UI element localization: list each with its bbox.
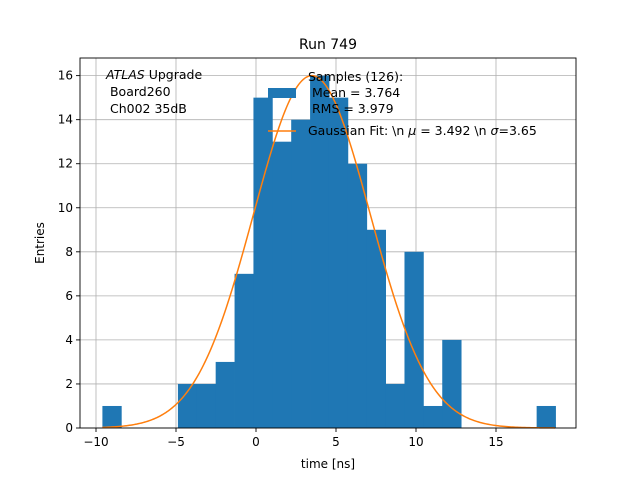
histogram-bar xyxy=(102,405,122,428)
legend-histogram-label-3: RMS = 3.979 xyxy=(308,101,394,116)
y-tick-label: 6 xyxy=(65,289,73,303)
histogram-bar xyxy=(423,405,443,428)
atlas-annotation: ATLAS Upgrade Board260 Ch002 35dB xyxy=(105,67,202,116)
annotation-upgrade: Upgrade xyxy=(145,67,203,82)
histogram-bars xyxy=(102,75,556,429)
x-tick-label: −10 xyxy=(83,435,108,449)
legend-histogram-label-1: Samples (126): xyxy=(308,69,403,84)
histogram-bar xyxy=(291,119,311,429)
histogram-bar xyxy=(177,383,198,428)
plot-frame xyxy=(79,57,577,429)
y-tick-label: 16 xyxy=(58,69,73,83)
x-tick-label: 0 xyxy=(252,435,260,449)
annotation-atlas: ATLAS xyxy=(105,67,145,82)
x-tick-label: −5 xyxy=(167,435,185,449)
legend: Samples (126): Mean = 3.764 RMS = 3.979 … xyxy=(268,69,537,138)
histogram-bar xyxy=(366,229,386,428)
histogram-bar xyxy=(310,75,330,428)
histogram-bar xyxy=(347,163,368,428)
annotation-line-1: ATLAS Upgrade xyxy=(105,67,202,82)
y-axis-label: Entries xyxy=(33,222,47,264)
histogram-bar xyxy=(442,339,462,428)
x-tick-label: 10 xyxy=(408,435,423,449)
gaussian-fit-line xyxy=(102,74,556,429)
histogram-bar xyxy=(385,383,405,428)
chart-title: Run 749 xyxy=(299,37,357,53)
histogram-bar xyxy=(253,97,273,429)
x-tick-label: 5 xyxy=(332,435,340,449)
x-axis-label: time [ns] xyxy=(301,457,355,471)
annotation-line-3: Ch002 35dB xyxy=(106,101,187,116)
histogram-bar xyxy=(272,141,292,428)
x-tick-label: 15 xyxy=(488,435,503,449)
histogram-bar xyxy=(536,405,556,428)
histogram-bar xyxy=(234,273,254,428)
axis-ticks: −10 −5 0 5 10 15 0 2 4 6 8 10 12 14 16 xyxy=(58,69,504,449)
y-tick-label: 12 xyxy=(58,157,73,171)
histogram-bar xyxy=(196,383,217,428)
legend-histogram-label-2: Mean = 3.764 xyxy=(308,85,400,100)
y-tick-label: 14 xyxy=(58,113,73,127)
histogram-bar xyxy=(215,361,235,428)
y-tick-label: 0 xyxy=(65,421,73,435)
legend-fit-label: Gaussian Fit: \n μ = 3.492 \n σ=3.65 xyxy=(308,123,537,138)
legend-histogram-patch xyxy=(268,88,296,98)
y-tick-label: 4 xyxy=(65,333,73,347)
histogram-bar xyxy=(404,251,424,428)
y-tick-label: 2 xyxy=(65,377,73,391)
histogram-bar xyxy=(328,97,349,429)
y-tick-label: 8 xyxy=(65,245,73,259)
y-tick-label: 10 xyxy=(58,201,73,215)
annotation-line-2: Board260 xyxy=(106,84,171,99)
